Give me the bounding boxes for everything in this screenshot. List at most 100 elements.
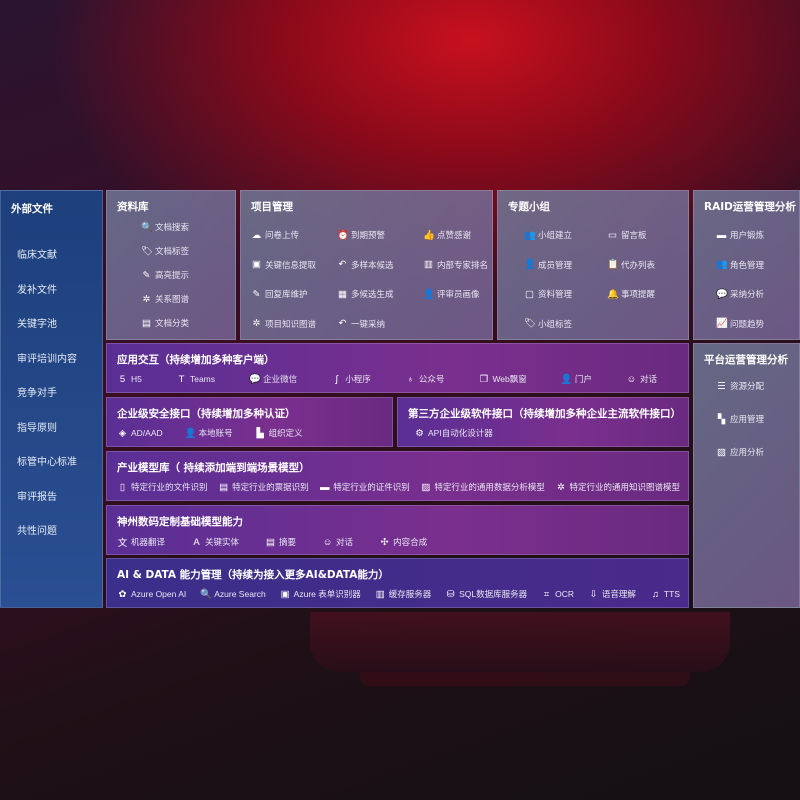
feature-item[interactable]: ▤ 文档分类 bbox=[141, 317, 189, 329]
feature-item[interactable]: ❐ Web飘窗 bbox=[478, 373, 527, 385]
feature-item[interactable]: 5 H5 bbox=[117, 374, 142, 385]
feature-item[interactable]: A 关键实体 bbox=[191, 536, 239, 548]
user-add-icon: 👤 bbox=[524, 259, 536, 270]
feature-item[interactable]: ♁ 公众号 bbox=[405, 373, 445, 385]
feature-item[interactable]: ✲ 项目知识图谱 bbox=[251, 318, 317, 330]
sidebar-item[interactable]: 发补文件 bbox=[17, 284, 57, 296]
feature-item[interactable]: ✣ 内容合成 bbox=[379, 536, 428, 548]
feature-item[interactable]: ▦ 多候选生成 bbox=[337, 288, 394, 300]
feature-item[interactable]: ⇩ 语音理解 bbox=[588, 588, 636, 600]
sidebar-item[interactable]: 指导原则 bbox=[17, 422, 57, 434]
panel-title: AI & DATA 能力管理（持续为接入更多AI&DATA能力） bbox=[117, 569, 389, 581]
id-card-icon: ▬ bbox=[716, 229, 727, 241]
feature-item[interactable]: ▤ 摘要 bbox=[265, 536, 296, 548]
feature-item[interactable]: ↶ 多样本候选 bbox=[337, 259, 394, 271]
feature-label: 特定行业的通用知识图谱模型 bbox=[569, 482, 680, 492]
feature-item[interactable]: ▤ 特定行业的票据识别 bbox=[218, 481, 309, 493]
feature-item[interactable]: 💬 采纳分析 bbox=[716, 288, 764, 300]
sidebar-item[interactable]: 竞争对手 bbox=[17, 388, 57, 399]
feature-label: 采纳分析 bbox=[730, 289, 765, 299]
feature-item[interactable]: ↶ 一键采纳 bbox=[337, 318, 386, 330]
feature-item[interactable]: ◈ AD/AAD bbox=[117, 428, 163, 439]
summary-icon: ▤ bbox=[266, 536, 276, 548]
feature-item[interactable]: 🏷 小组标签 bbox=[524, 318, 572, 330]
feature-item[interactable]: 🏷 文档标签 bbox=[141, 245, 189, 257]
feature-item[interactable]: 📈 问题趋势 bbox=[716, 318, 764, 330]
sidebar-item[interactable]: 审评培训内容 bbox=[17, 353, 77, 365]
feature-item[interactable]: 👤 门户 bbox=[561, 373, 592, 385]
sidebar-item[interactable]: 审评报告 bbox=[17, 491, 57, 503]
feature-label: OCR bbox=[555, 589, 574, 599]
feature-item[interactable]: ☺ 对话 bbox=[626, 373, 657, 385]
feature-item[interactable]: ▙ 组织定义 bbox=[255, 427, 303, 439]
compose-icon: ✣ bbox=[380, 536, 389, 548]
feature-item[interactable]: ▚ 应用管理 bbox=[716, 413, 764, 425]
feature-item[interactable]: ▯ 特定行业的文件识别 bbox=[117, 481, 208, 493]
feature-item[interactable]: ▧ 应用分析 bbox=[716, 446, 764, 458]
feature-item[interactable]: ⛁ SQL数据库服务器 bbox=[445, 588, 528, 600]
feature-item[interactable]: ▣ Azure 表单识别器 bbox=[280, 588, 361, 600]
feature-label: 多样本候选 bbox=[351, 259, 394, 270]
feature-item[interactable]: 👍 点赞感谢 bbox=[423, 229, 471, 241]
feature-item[interactable]: 💬 企业微信 bbox=[249, 373, 297, 385]
feature-item[interactable]: ☰ 资源分配 bbox=[716, 380, 764, 392]
feature-item[interactable]: ▥ 内部专家排名 bbox=[423, 259, 488, 271]
sidebar-item[interactable]: 关键字池 bbox=[17, 319, 57, 330]
feature-item[interactable]: ✎ 高亮提示 bbox=[141, 269, 190, 281]
feature-label: Azure Open AI bbox=[131, 589, 187, 599]
feature-item[interactable]: ⚙ API自动化设计器 bbox=[414, 427, 492, 439]
feature-item[interactable]: ▣ 关键信息提取 bbox=[251, 259, 316, 271]
feature-label: 摘要 bbox=[279, 537, 297, 547]
feature-item[interactable]: ▢ 资料管理 bbox=[524, 288, 572, 300]
feature-item[interactable]: 👤 评审员画像 bbox=[423, 288, 480, 300]
feature-item[interactable]: 🔔 事项提醒 bbox=[607, 288, 655, 300]
puzzle-icon: ▦ bbox=[338, 288, 347, 300]
panel-title: RAID运营管理分析 bbox=[704, 201, 796, 213]
aidata-row: ✿ Azure Open AI 🔍 Azure Search ▣ Azure 表单识别器 ▥… bbox=[117, 588, 680, 600]
feature-item[interactable]: ☺ 对话 bbox=[322, 536, 353, 548]
feature-item[interactable]: ☁ 问卷上传 bbox=[251, 229, 299, 241]
feature-item[interactable]: ✿ Azure Open AI bbox=[117, 589, 187, 600]
doc-category-icon: ▤ bbox=[142, 317, 151, 329]
feature-item[interactable]: ♫ TTS bbox=[650, 589, 680, 600]
form-icon: ▣ bbox=[280, 588, 290, 600]
search-icon: 🔍 bbox=[200, 588, 213, 600]
panel-title: 项目管理 bbox=[251, 201, 293, 213]
feature-label: 关键信息提取 bbox=[265, 259, 317, 270]
feature-item[interactable]: ▥ 缓存服务器 bbox=[375, 588, 432, 600]
feature-item[interactable]: 👥 角色管理 bbox=[716, 259, 764, 271]
feature-label: TTS bbox=[663, 589, 680, 599]
feature-item[interactable]: 🔍 文档搜索 bbox=[141, 221, 189, 233]
feature-item[interactable]: ▭ 留言板 bbox=[607, 229, 647, 241]
feature-label: 特定行业的证件识别 bbox=[333, 482, 410, 492]
sidebar-item[interactable]: 标管中心标准 bbox=[17, 457, 77, 468]
feature-item[interactable]: 🔍 Azure Search bbox=[200, 589, 266, 600]
org-icon: ▙ bbox=[256, 427, 264, 439]
feature-item[interactable]: 👤 本地账号 bbox=[185, 427, 233, 439]
feature-label: 代办列表 bbox=[621, 259, 656, 270]
list-icon: ☰ bbox=[717, 380, 726, 392]
feature-item[interactable]: 👤 成员管理 bbox=[524, 259, 572, 271]
teams-icon: T bbox=[178, 373, 185, 385]
feature-item[interactable]: ▨ 特定行业的通用数据分析模型 bbox=[420, 481, 545, 493]
feature-item[interactable]: ⏰ 到期预警 bbox=[337, 229, 385, 241]
feature-item[interactable]: 👥 小组建立 bbox=[524, 229, 572, 241]
panel-raid: RAID运营管理分析 ▬ 用户锻炼 👥 角色管理 💬 采纳分析 📈 问题趋势 bbox=[693, 190, 800, 340]
feature-label: 成员管理 bbox=[538, 259, 573, 270]
feature-item[interactable]: ⌗ OCR bbox=[541, 589, 574, 600]
feature-item[interactable]: ▬ 特定行业的证件识别 bbox=[319, 481, 410, 493]
feature-item[interactable]: ✲ 关系图谱 bbox=[141, 293, 190, 305]
html5-icon: 5 bbox=[119, 373, 126, 385]
feature-item[interactable]: ✎ 回复库维护 bbox=[251, 288, 308, 300]
feature-item[interactable]: 📋 代办列表 bbox=[607, 259, 655, 271]
feature-item[interactable]: ✲ 特定行业的通用知识图谱模型 bbox=[555, 481, 680, 493]
feature-item[interactable]: T Teams bbox=[176, 374, 215, 385]
feature-item[interactable]: ▬ 用户锻炼 bbox=[716, 229, 764, 241]
sidebar-item[interactable]: 临床文献 bbox=[17, 250, 57, 261]
sql-icon: ⛁ bbox=[446, 588, 455, 600]
feature-item[interactable]: 文机器翻译 bbox=[117, 535, 165, 549]
feature-label: 机器翻译 bbox=[131, 537, 166, 547]
sidebar-item[interactable]: 共性问题 bbox=[17, 526, 57, 537]
feature-label: 角色管理 bbox=[730, 259, 765, 270]
feature-item[interactable]: ∫ 小程序 bbox=[331, 373, 370, 385]
